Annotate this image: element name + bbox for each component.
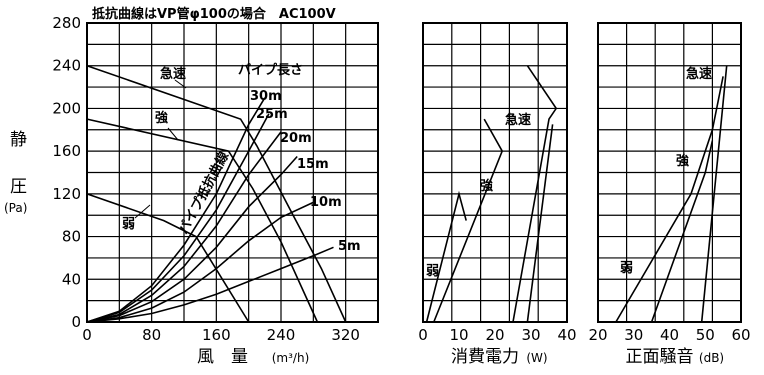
x-tick-label: 80 xyxy=(142,326,161,344)
x-tick-label: 50 xyxy=(696,326,715,344)
series-label-強: 強 xyxy=(480,178,493,194)
x-tick-label: 160 xyxy=(202,326,231,344)
resistance-curve-5m xyxy=(86,246,334,323)
x-tick-label: 10 xyxy=(449,326,468,344)
length-label-10m: 10m xyxy=(310,195,342,210)
length-label-15m: 15m xyxy=(297,157,329,172)
grid-airflow-static-pressure xyxy=(87,23,378,322)
series-line-弱 xyxy=(425,190,467,323)
series-label-強: 強 xyxy=(155,110,168,126)
series-line-弱 xyxy=(615,76,724,323)
y-tick-label: 80 xyxy=(62,228,81,246)
length-label-5m: 5m xyxy=(338,239,361,254)
x-tick-label: 0 xyxy=(82,326,92,344)
x-axis-label: 風 量 xyxy=(197,347,248,367)
x-tick-label: 30 xyxy=(521,326,540,344)
series-label-弱: 弱 xyxy=(122,216,135,232)
plot-frame xyxy=(422,22,568,323)
plot-frame xyxy=(86,22,379,323)
grid-front-noise xyxy=(598,23,741,322)
y-tick-label: 120 xyxy=(52,185,81,203)
x-axis-unit: (W) xyxy=(526,351,547,365)
resistance-curve-30m xyxy=(86,97,266,323)
x-tick-label: 30 xyxy=(624,326,643,344)
series-label-急速: 急速 xyxy=(160,66,186,82)
plot-frame xyxy=(597,22,742,323)
y-axis-label-bottom: 圧 xyxy=(10,177,27,197)
series-label-急速: 急速 xyxy=(686,66,712,82)
x-axis-unit: (dB) xyxy=(699,351,724,365)
y-tick-label: 280 xyxy=(52,14,81,32)
x-tick-label: 60 xyxy=(731,326,750,344)
y-tick-label: 0 xyxy=(71,313,81,331)
series-label-強: 強 xyxy=(676,153,689,169)
x-tick-label: 0 xyxy=(418,326,428,344)
grid-power-consumption xyxy=(423,23,567,322)
series-line-急速-ref xyxy=(526,124,554,323)
panel-airflow-static-pressure: 0 80 160 240 320 0 40 80 120 160 200 240 280 風 量 (m³/h… xyxy=(52,14,379,367)
chart-title: 抵抗曲線はVP管φ100の場合 AC100V xyxy=(92,6,336,22)
resistance-curve-15m xyxy=(86,155,298,323)
series-line-強 xyxy=(86,118,319,323)
y-tick-label: 200 xyxy=(52,99,81,117)
x-tick-label: 40 xyxy=(660,326,679,344)
series-line-弱 xyxy=(86,193,250,323)
series-label-急速: 急速 xyxy=(505,112,531,128)
length-label-25m: 25m xyxy=(256,107,288,122)
series-label-弱: 弱 xyxy=(620,260,633,276)
x-tick-label: 20 xyxy=(485,326,504,344)
series-label-弱: 弱 xyxy=(426,263,439,279)
y-tick-label: 160 xyxy=(52,142,81,160)
series-line-強 xyxy=(650,140,714,323)
x-tick-label: 40 xyxy=(557,326,576,344)
y-axis-unit: (Pa) xyxy=(4,201,27,215)
series-line-急速 xyxy=(512,65,558,323)
series-line-急速 xyxy=(86,64,347,323)
y-tick-label: 240 xyxy=(52,57,81,75)
x-axis-label: 正面騒音 xyxy=(626,347,694,367)
leader-line xyxy=(174,79,187,89)
resistance-curve-10m xyxy=(86,201,314,323)
series-line-急速 xyxy=(700,65,728,323)
x-tick-label: 320 xyxy=(331,326,360,344)
y-axis-label-top: 静 xyxy=(10,130,27,150)
leader-line xyxy=(167,127,179,141)
length-label-30m: 30m xyxy=(250,89,282,104)
x-tick-label: 20 xyxy=(588,326,607,344)
x-tick-label: 240 xyxy=(267,326,296,344)
series-line-強 xyxy=(433,118,504,323)
resistance-curve-25m xyxy=(86,113,270,323)
length-label-20m: 20m xyxy=(280,131,312,146)
y-tick-label: 40 xyxy=(62,270,81,288)
x-axis-unit: (m³/h) xyxy=(272,351,310,365)
pipe-length-label: パイプ長さ xyxy=(238,63,303,78)
resistance-curve-20m xyxy=(86,131,282,323)
x-axis-label: 消費電力 xyxy=(451,347,519,367)
leader-line xyxy=(134,204,151,219)
